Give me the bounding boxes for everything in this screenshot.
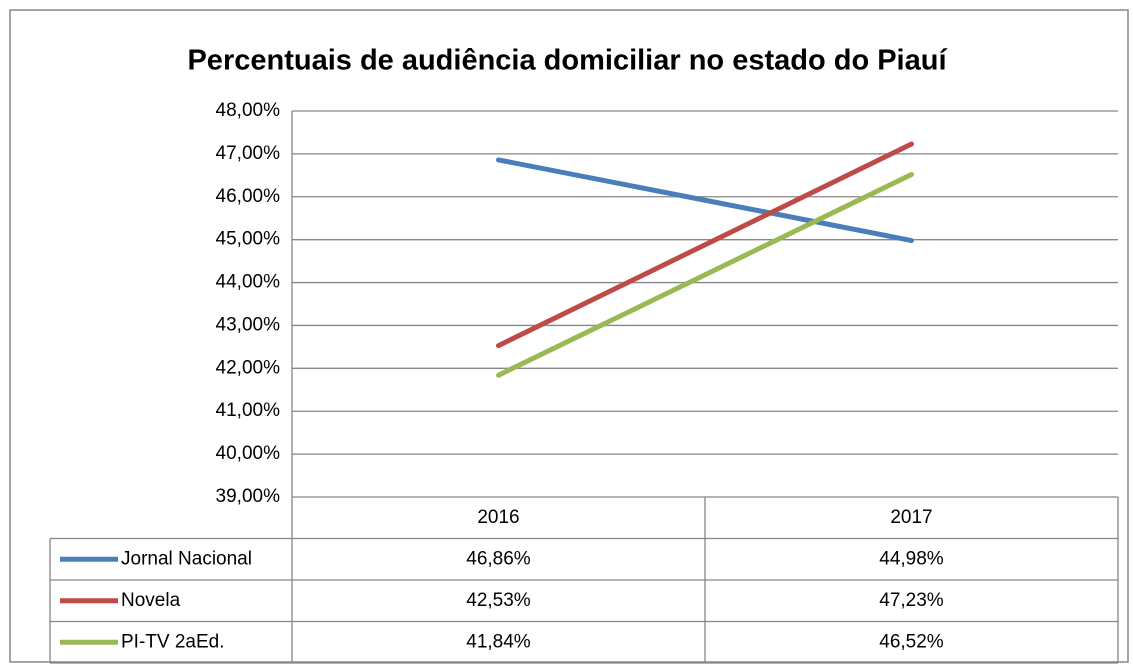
y-tick-label: 39,00%	[216, 486, 281, 507]
y-tick-label: 43,00%	[216, 314, 281, 335]
x-tick-label: 2017	[890, 507, 932, 528]
table-value: 46,52%	[879, 631, 944, 652]
table-value: 47,23%	[879, 590, 944, 611]
y-tick-label: 44,00%	[216, 272, 281, 293]
y-tick-label: 40,00%	[216, 443, 281, 464]
series-line	[496, 157, 914, 244]
legend-label: Jornal Nacional	[121, 548, 252, 569]
y-tick-label: 46,00%	[216, 186, 281, 207]
x-tick-label: 2016	[477, 507, 519, 528]
y-tick-label: 45,00%	[216, 229, 281, 250]
chart-title: Percentuais de audiência domiciliar no e…	[187, 45, 947, 77]
legend-label: PI-TV 2aEd.	[121, 631, 225, 652]
y-tick-label: 41,00%	[216, 400, 281, 421]
table-value: 42,53%	[466, 590, 531, 611]
chart-border	[9, 9, 1129, 663]
y-tick-label: 42,00%	[216, 357, 281, 378]
y-tick-label: 47,00%	[216, 143, 281, 164]
table-value: 41,84%	[466, 631, 531, 652]
series-line	[496, 171, 914, 378]
series-line	[496, 141, 914, 349]
table-value: 46,86%	[466, 548, 531, 569]
table-value: 44,98%	[879, 548, 944, 569]
y-tick-label: 48,00%	[216, 100, 281, 121]
legend-label: Novela	[121, 590, 181, 611]
